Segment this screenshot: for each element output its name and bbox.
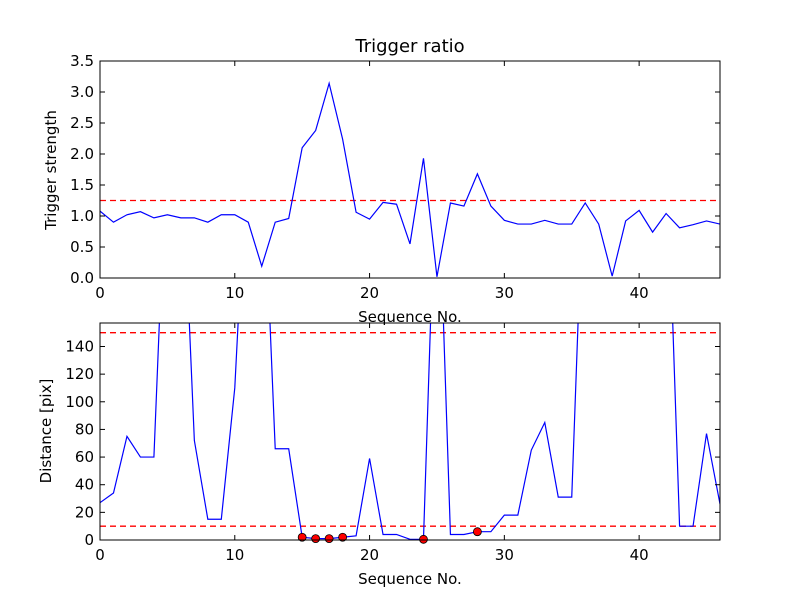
y-tick-label: 100 xyxy=(65,393,94,411)
series-line xyxy=(100,80,720,277)
y-tick-label: 140 xyxy=(65,337,94,355)
data-point xyxy=(419,534,428,544)
y-tick-label: 120 xyxy=(65,365,94,383)
plot-frame xyxy=(99,60,721,279)
chart-title: Trigger ratio xyxy=(354,36,464,57)
x-tick-label: 10 xyxy=(225,284,244,302)
x-tick-label: 40 xyxy=(630,284,649,302)
series-line xyxy=(100,323,720,540)
x-tick-label: 10 xyxy=(225,546,244,564)
y-tick-label: 60 xyxy=(75,448,94,466)
y-tick-label: 3.5 xyxy=(70,52,94,70)
y-tick-label: 1.5 xyxy=(70,176,94,194)
x-tick-label: 20 xyxy=(360,546,379,564)
y-axis-label: Distance [pix] xyxy=(37,379,55,484)
data-point xyxy=(338,532,348,542)
x-tick-label: 30 xyxy=(495,284,514,302)
x-axis-label: Sequence No. xyxy=(358,570,462,588)
y-axis-label: Trigger strength xyxy=(42,110,60,231)
plot-area xyxy=(100,323,720,540)
y-tick-label: 0.0 xyxy=(70,269,94,287)
x-tick-label: 0 xyxy=(95,284,105,302)
distance-chart: Sequence No. Distance [pix] 0 10 20 30 40 0 20… xyxy=(37,322,721,588)
y-tick-label: 2.0 xyxy=(70,145,94,163)
y-tick-label: 20 xyxy=(75,503,94,521)
x-tick-label: 0 xyxy=(95,546,105,564)
data-point xyxy=(324,534,334,544)
x-axis-label: Sequence No. xyxy=(358,308,462,326)
plot-frame xyxy=(99,322,721,541)
x-tick-label: 30 xyxy=(495,546,514,564)
y-tick-label: 40 xyxy=(75,476,94,494)
trigger-ratio-chart: Trigger ratio Sequence No. Trigger stren… xyxy=(42,36,721,326)
x-tick-label: 20 xyxy=(360,284,379,302)
data-point xyxy=(472,527,482,537)
data-point xyxy=(297,532,307,542)
y-tick-label: 0.5 xyxy=(70,238,94,256)
y-tick-label: 3.0 xyxy=(70,83,94,101)
plot-area xyxy=(100,80,720,277)
y-tick-label: 1.0 xyxy=(70,207,94,225)
y-tick-label: 80 xyxy=(75,420,94,438)
y-tick-label: 2.5 xyxy=(70,114,94,132)
data-point xyxy=(311,534,321,544)
y-tick-label: 0 xyxy=(84,531,94,549)
x-tick-label: 40 xyxy=(630,546,649,564)
